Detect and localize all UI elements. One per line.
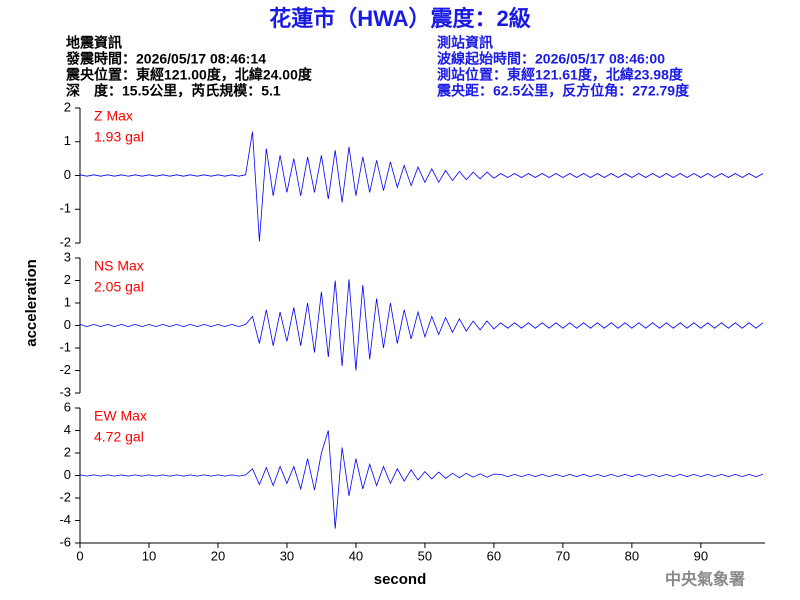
station-line: 測站資訊	[437, 35, 493, 51]
y-tick-label: 0	[64, 167, 71, 182]
y-tick-label: -3	[59, 384, 71, 399]
y-tick-label: -2	[59, 489, 71, 504]
y-tick-label: -2	[59, 234, 71, 249]
y-tick-label: 0	[64, 467, 71, 482]
y-tick-label: 2	[64, 444, 71, 459]
y-axis-label: acceleration	[23, 259, 40, 347]
y-tick-label: -6	[59, 534, 71, 549]
y-tick-label: -2	[59, 362, 71, 377]
waveform	[79, 430, 764, 529]
chart-title: 花蓮市（HWA）震度：2級	[269, 6, 531, 31]
y-tick-label: -1	[59, 339, 71, 354]
station-line: 波線起始時間：2026/05/17 08:46:00	[437, 51, 665, 67]
x-tick-label: 40	[349, 548, 363, 563]
x-axis-label: second	[374, 571, 427, 588]
max-name: Z Max	[94, 108, 133, 124]
info-line: 震央位置：東經121.00度，北緯24.00度	[65, 67, 313, 83]
waveform	[79, 131, 764, 242]
y-tick-label: 4	[64, 422, 71, 437]
y-tick-label: 0	[64, 317, 71, 332]
x-tick-label: 90	[694, 548, 708, 563]
max-name: NS Max	[94, 258, 144, 274]
x-tick-label: 10	[142, 548, 156, 563]
y-tick-label: 1	[64, 133, 71, 148]
y-tick-label: 2	[64, 272, 71, 287]
max-value: 2.05 gal	[94, 279, 144, 295]
max-value: 1.93 gal	[94, 129, 144, 145]
y-tick-label: -1	[59, 201, 71, 216]
y-tick-label: -4	[59, 512, 71, 527]
station-line: 震央距：62.5公里，反方位角：272.79度	[436, 83, 690, 99]
max-name: EW Max	[94, 408, 147, 424]
station-line: 測站位置：東經121.61度，北緯23.98度	[437, 67, 684, 83]
x-tick-label: 50	[418, 548, 432, 563]
y-tick-label: 6	[64, 399, 71, 414]
x-tick-label: 30	[280, 548, 294, 563]
x-tick-label: 70	[556, 548, 570, 563]
info-line: 發震時間：2026/05/17 08:46:14	[65, 51, 266, 67]
x-tick-label: 20	[211, 548, 225, 563]
y-tick-label: 3	[64, 249, 71, 264]
info-line: 深 度：15.5公里，芮氏規模：5.1	[66, 83, 281, 99]
y-tick-label: 1	[64, 294, 71, 309]
x-tick-label: 0	[76, 548, 83, 563]
y-tick-label: 2	[64, 99, 71, 114]
info-line: 地震資訊	[66, 35, 122, 51]
waveform	[79, 279, 764, 371]
x-tick-label: 60	[487, 548, 501, 563]
max-value: 4.72 gal	[94, 429, 144, 445]
x-tick-label: 80	[625, 548, 639, 563]
footer: 中央氣象署	[665, 570, 745, 589]
